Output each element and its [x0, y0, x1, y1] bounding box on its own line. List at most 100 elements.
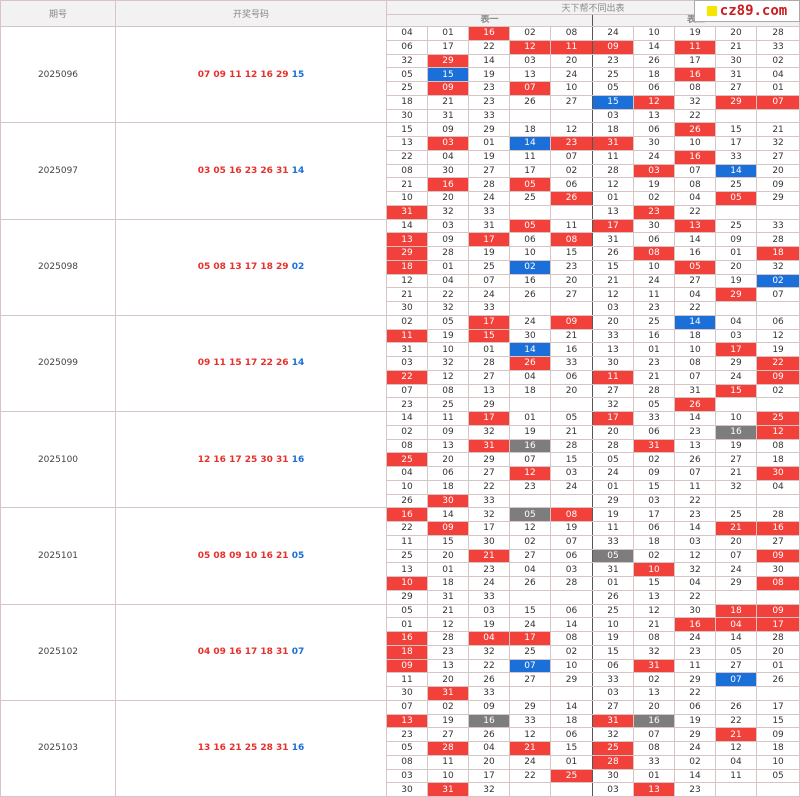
number-cell: 16 — [715, 424, 757, 440]
number-cell: 16 — [755, 521, 800, 536]
number-cell: 23 — [674, 507, 716, 522]
number-cell — [715, 686, 757, 701]
number-cell: 24 — [715, 369, 757, 385]
number-cell: 03 — [674, 534, 716, 550]
number-cell: 25 — [715, 218, 757, 234]
number-cell: 13 — [592, 204, 634, 220]
number-cell: 32 — [633, 644, 675, 660]
number-cell: 06 — [550, 603, 593, 619]
number-cell: 26 — [592, 589, 634, 605]
chart-row: 2025099 09 11 15 17 22 26 14 02 05 17 24 09 20 2… — [0, 314, 800, 413]
red-balls: 05 08 13 17 18 29 — [197, 262, 289, 273]
number-cell — [550, 301, 593, 316]
number-cell: 33 — [755, 218, 800, 234]
number-cell: 13 — [427, 658, 469, 674]
number-cell: 30 — [592, 768, 634, 784]
number-cell: 28 — [592, 163, 634, 179]
number-cell — [715, 397, 757, 412]
number-cell — [715, 108, 757, 124]
number-cell: 31 — [427, 108, 469, 124]
number-cell: 19 — [427, 328, 469, 344]
number-cell: 26 — [386, 493, 428, 509]
number-cell: 20 — [427, 548, 469, 564]
number-cell: 04 — [674, 287, 716, 302]
number-cell: 22 — [427, 287, 469, 302]
number-cell: 28 — [755, 507, 800, 522]
number-cell: 21 — [715, 727, 757, 742]
number-cell: 14 — [509, 342, 551, 357]
number-cell: 02 — [386, 314, 428, 330]
number-cell: 14 — [715, 163, 757, 179]
number-cell: 06 — [550, 727, 593, 742]
number-cell: 11 — [633, 287, 675, 302]
number-cell: 18 — [755, 741, 800, 756]
table1-header: 表一 — [386, 14, 593, 27]
chart-row: 01 12 19 24 14 10 21 16 04 17 — [1, 617, 800, 632]
number-cell: 23 — [509, 479, 551, 495]
number-cell: 06 — [550, 548, 593, 564]
number-cell — [755, 397, 800, 412]
number-cell: 07 — [509, 658, 551, 674]
number-cell: 31 — [427, 589, 469, 605]
number-cell: 01 — [427, 26, 469, 41]
number-cell: 14 — [674, 314, 716, 330]
number-cell: 20 — [427, 672, 469, 687]
number-cell: 12 — [509, 521, 551, 536]
number-cell: 13 — [674, 218, 716, 234]
number-cell: 32 — [427, 301, 469, 316]
number-cell: 33 — [468, 493, 510, 509]
number-cell: 08 — [674, 81, 716, 96]
number-cell: 08 — [755, 576, 800, 591]
number-cell: 20 — [715, 26, 757, 41]
number-cell: 12 — [633, 94, 675, 110]
number-cell: 21 — [427, 603, 469, 619]
number-cell: 16 — [468, 713, 510, 729]
number-cell: 13 — [633, 782, 675, 797]
number-cell: 20 — [468, 754, 510, 770]
number-cell: 23 — [674, 424, 716, 440]
number-cell — [509, 108, 551, 124]
number-cell: 10 — [592, 617, 634, 632]
number-cell: 08 — [386, 438, 428, 454]
number-cell: 27 — [715, 452, 757, 467]
number-cell: 18 — [674, 328, 716, 344]
number-cell: 22 — [674, 493, 716, 509]
number-cell — [509, 204, 551, 220]
number-cell: 22 — [755, 356, 800, 371]
number-cell: 20 — [715, 259, 757, 275]
number-cell: 24 — [633, 149, 675, 165]
number-cell: 25 — [509, 644, 551, 660]
number-cell: 11 — [427, 754, 469, 770]
number-cell: 23 — [427, 644, 469, 660]
number-cell: 19 — [633, 177, 675, 192]
number-cell: 31 — [633, 658, 675, 674]
chart-row: 23 27 26 12 06 32 07 29 21 09 — [1, 727, 800, 742]
number-cell — [755, 301, 800, 316]
number-cell: 28 — [468, 356, 510, 371]
number-cell: 19 — [509, 424, 551, 440]
number-cell: 21 — [592, 273, 634, 289]
number-cell: 31 — [592, 562, 634, 577]
number-cell: 01 — [715, 246, 757, 261]
number-cell: 15 — [550, 741, 593, 756]
chart-row: 30 31 33 03 13 22 — [1, 108, 800, 124]
number-cell: 01 — [550, 754, 593, 770]
chart-row: 29 28 19 10 15 26 08 16 01 18 — [1, 246, 800, 261]
number-cell: 30 — [633, 136, 675, 151]
number-cell: 04 — [468, 631, 510, 646]
number-cell: 28 — [427, 741, 469, 756]
number-cell: 29 — [468, 122, 510, 137]
number-cell — [755, 493, 800, 509]
number-cell: 01 — [633, 342, 675, 357]
number-cell: 14 — [386, 218, 428, 234]
number-cell: 22 — [468, 39, 510, 55]
issue-number: 2025097 — [0, 122, 116, 220]
number-cell: 29 — [468, 452, 510, 467]
number-cell: 07 — [755, 94, 800, 110]
number-cell: 04 — [509, 562, 551, 577]
number-cell: 24 — [468, 287, 510, 302]
number-cell: 21 — [550, 328, 593, 344]
number-cell: 16 — [386, 631, 428, 646]
number-cell: 24 — [509, 314, 551, 330]
number-cell: 06 — [509, 232, 551, 247]
